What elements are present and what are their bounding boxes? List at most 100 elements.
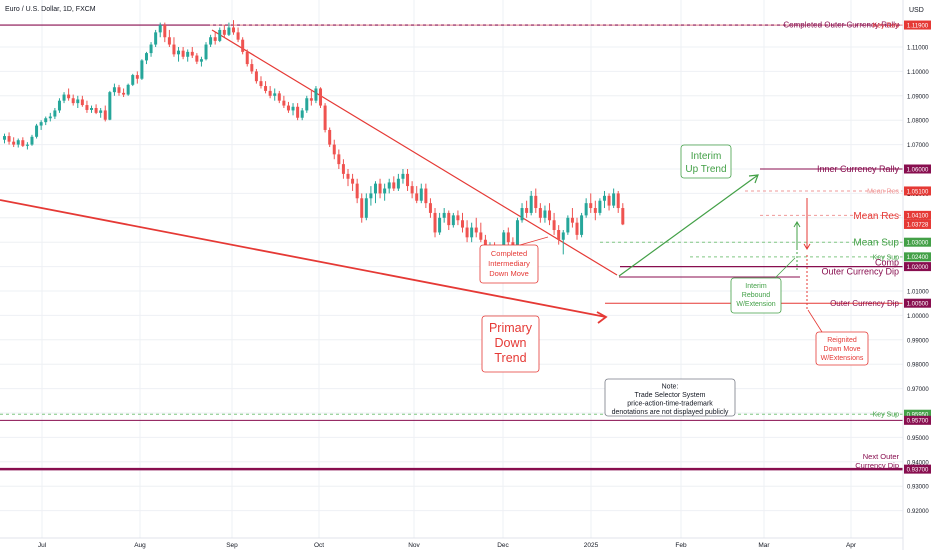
candle [254, 68, 258, 84]
candle-body [387, 182, 391, 189]
candle [25, 142, 29, 150]
candle-body [90, 108, 94, 110]
level-label: Outer Currency Dip [830, 299, 899, 308]
svg-text:Completed: Completed [491, 249, 527, 258]
candle [305, 95, 309, 113]
candle [415, 186, 419, 204]
candle-body [76, 99, 80, 104]
candle [314, 86, 318, 104]
price-tag-label: 1.11900 [907, 23, 929, 29]
candle [259, 76, 263, 89]
price-tag-label: 1.04100 [907, 214, 929, 220]
candle-body [273, 93, 277, 96]
candle-body [232, 27, 235, 33]
candle [580, 212, 584, 238]
candle [525, 200, 529, 218]
price-tag [904, 409, 931, 419]
price-tag-label: 1.02000 [907, 265, 929, 271]
candle-body [48, 116, 52, 119]
candle [222, 25, 226, 38]
candle [364, 193, 368, 221]
y-tick-label: 0.98000 [907, 363, 929, 369]
candle-body [254, 71, 258, 82]
candle [442, 208, 446, 223]
candle-body [53, 110, 57, 117]
candle [277, 90, 281, 104]
x-tick-label: Sep [226, 542, 238, 549]
candle-body [465, 227, 469, 238]
candle [103, 105, 107, 122]
candle-body [552, 220, 556, 230]
candle-body [241, 39, 245, 52]
candle [94, 104, 98, 115]
candle [209, 34, 213, 47]
candle-body [181, 50, 185, 57]
candle [21, 137, 25, 148]
price-tag [904, 20, 931, 30]
y-tick-label: 0.95000 [907, 436, 929, 442]
svg-text:Intermediary: Intermediary [488, 259, 530, 268]
candle-body [373, 183, 377, 194]
candle [286, 101, 290, 113]
x-tick-label: 2025 [584, 542, 599, 549]
callout-pointer [807, 309, 823, 333]
callout-pointer [774, 257, 796, 279]
candle-body [282, 100, 286, 106]
candlestick-series [3, 20, 625, 272]
candle [369, 186, 373, 206]
candle-body [502, 232, 506, 252]
candle [268, 86, 272, 99]
svg-text:Interim: Interim [691, 151, 722, 162]
candle [543, 205, 547, 223]
candle [341, 159, 345, 179]
candle-body [616, 193, 620, 209]
candle [291, 103, 295, 116]
price-tag [904, 415, 931, 425]
candle [470, 222, 474, 243]
level-label: Completed Outer Currency Rally [783, 21, 899, 30]
candle [406, 169, 410, 191]
candle-body [529, 195, 533, 213]
callout-pointer [519, 236, 549, 246]
candle-body [580, 215, 584, 235]
candle [16, 138, 20, 148]
candle-body [369, 193, 373, 199]
y-tick-label: 1.10000 [907, 70, 929, 76]
svg-text:denotations are not displayed: denotations are not displayed publicly [612, 409, 729, 416]
level-label: Inner Currency Rally [817, 164, 900, 174]
candle [135, 71, 139, 84]
candle [378, 178, 382, 199]
candle [396, 173, 400, 191]
level-label: Key Res [873, 23, 900, 30]
candle [85, 100, 89, 113]
candle-body [131, 75, 135, 85]
candle [149, 42, 153, 57]
candle-body [85, 105, 89, 110]
candle [561, 230, 565, 255]
x-tick-label: Aug [134, 542, 146, 549]
candle [264, 81, 268, 94]
candle-body [401, 173, 405, 179]
candle [612, 188, 616, 209]
candle [373, 181, 377, 204]
candle-body [378, 183, 382, 194]
candle [337, 149, 341, 169]
candle-body [447, 212, 451, 226]
candle [80, 95, 84, 107]
candle-body [108, 92, 112, 120]
candle [598, 198, 602, 216]
candle [62, 92, 66, 104]
candle-body [612, 193, 616, 206]
candle [300, 108, 304, 121]
candle [39, 120, 43, 130]
candle [589, 193, 593, 213]
price-tag [904, 237, 931, 247]
candle-body [309, 98, 313, 101]
candle-body [548, 210, 552, 221]
y-tick-label: 1.11000 [907, 46, 929, 52]
svg-text:Down: Down [495, 336, 527, 350]
candle-body [16, 140, 20, 145]
